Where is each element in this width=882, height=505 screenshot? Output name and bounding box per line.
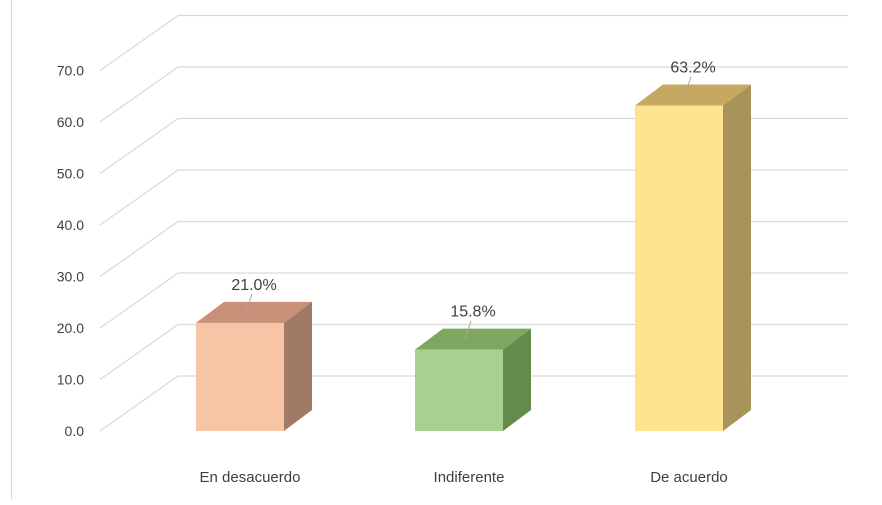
bar-front bbox=[635, 105, 723, 432]
x-axis-ticks: En desacuerdo Indiferente De acuerdo bbox=[200, 469, 728, 486]
data-label-leader bbox=[684, 76, 692, 96]
data-labels: 21.0% 15.8% 63.2% bbox=[231, 60, 716, 340]
y-tick-label: 60.0 bbox=[57, 114, 84, 130]
y-tick-label: 10.0 bbox=[57, 372, 84, 388]
bar-front bbox=[196, 322, 284, 431]
y-tick-label: 40.0 bbox=[57, 217, 84, 233]
y-tick-label: 0.0 bbox=[65, 423, 85, 439]
y-tick-label: 50.0 bbox=[57, 166, 84, 182]
data-label: 15.8% bbox=[450, 304, 495, 321]
gridline bbox=[99, 66, 848, 123]
gridline bbox=[99, 220, 848, 277]
bars bbox=[196, 84, 751, 432]
y-tick-label: 30.0 bbox=[57, 269, 84, 285]
bar bbox=[635, 84, 751, 432]
gridline bbox=[99, 14, 848, 71]
x-tick-label: De acuerdo bbox=[650, 469, 728, 486]
data-label-leader bbox=[245, 293, 253, 313]
bar-side bbox=[284, 301, 312, 431]
gridlines bbox=[99, 14, 848, 432]
x-tick-label: En desacuerdo bbox=[200, 469, 301, 486]
gridline bbox=[99, 169, 848, 226]
data-label-leader bbox=[464, 320, 472, 340]
y-tick-label: 20.0 bbox=[57, 320, 84, 336]
y-tick-label: 70.0 bbox=[57, 63, 84, 79]
bar-top bbox=[196, 301, 312, 323]
gridline bbox=[99, 323, 848, 380]
frame-edge bbox=[11, 0, 12, 500]
gridline bbox=[99, 117, 848, 174]
y-axis-ticks: 0.0 10.0 20.0 30.0 40.0 50.0 60.0 70.0 bbox=[57, 63, 84, 440]
gridline bbox=[99, 375, 848, 432]
data-label: 63.2% bbox=[670, 60, 715, 77]
gridline bbox=[99, 272, 848, 329]
data-label: 21.0% bbox=[231, 277, 276, 294]
bar-side bbox=[503, 328, 531, 431]
bar-top bbox=[635, 84, 751, 106]
bar-top bbox=[415, 328, 531, 350]
x-tick-label: Indiferente bbox=[434, 469, 505, 486]
bar bbox=[415, 328, 531, 431]
bar bbox=[196, 301, 312, 431]
bar-front bbox=[415, 349, 503, 431]
bar-side bbox=[723, 84, 751, 432]
